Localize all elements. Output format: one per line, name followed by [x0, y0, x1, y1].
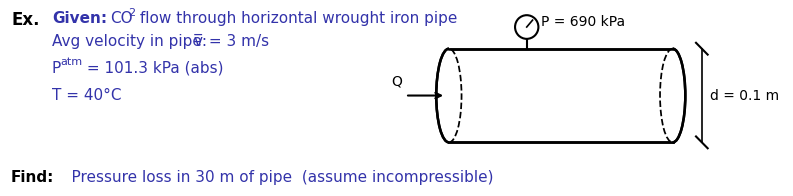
Text: d = 0.1 m: d = 0.1 m: [710, 89, 779, 103]
Text: flow through horizontal wrought iron pipe: flow through horizontal wrought iron pip…: [135, 11, 457, 26]
Text: 2: 2: [128, 8, 135, 18]
Text: Find:: Find:: [11, 170, 55, 185]
Text: Pressure loss in 30 m of pipe  (assume incompressible): Pressure loss in 30 m of pipe (assume in…: [52, 170, 493, 185]
Text: Q: Q: [391, 75, 402, 89]
Ellipse shape: [660, 49, 685, 142]
Circle shape: [515, 15, 538, 39]
Text: Ex.: Ex.: [11, 11, 40, 29]
Text: Avg velocity in pipe:: Avg velocity in pipe:: [52, 34, 216, 49]
Text: CO: CO: [110, 11, 133, 26]
Text: P = 690 kPa: P = 690 kPa: [542, 15, 626, 29]
Text: atm: atm: [61, 57, 82, 67]
Text: = 3 m/s: = 3 m/s: [204, 34, 269, 49]
Text: v̅: v̅: [194, 34, 203, 49]
Bar: [449, 49, 672, 142]
Text: Given:: Given:: [52, 11, 107, 26]
Ellipse shape: [436, 49, 462, 142]
Text: = 101.3 kPa (abs): = 101.3 kPa (abs): [82, 61, 224, 75]
Text: P: P: [52, 61, 61, 75]
Text: T = 40°C: T = 40°C: [52, 88, 121, 103]
